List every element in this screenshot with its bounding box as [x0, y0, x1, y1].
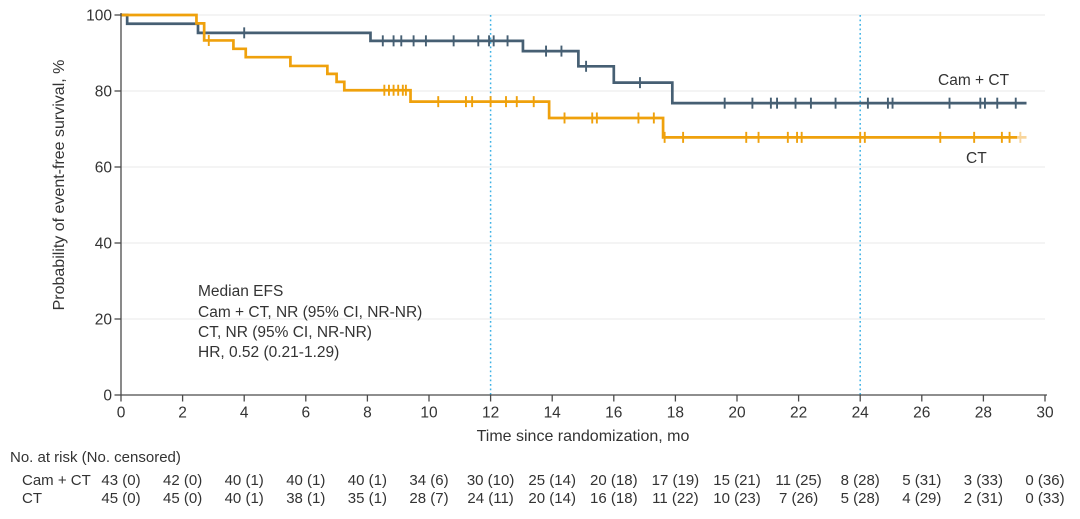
risk-cell: 40 (1) [286, 472, 326, 489]
y-tick-label-40: 40 [95, 236, 113, 253]
risk-cell: 35 (1) [347, 490, 387, 507]
risk-cell: 25 (14) [528, 472, 576, 489]
y-axis-title: Probability of event-free survival, % [51, 60, 68, 311]
risk-cell: 43 (0) [101, 472, 141, 489]
risk-cell: 45 (0) [101, 490, 141, 507]
annotation-line-ct: CT, NR (95% CI, NR-NR) [198, 324, 372, 341]
risk-cell: 15 (21) [713, 472, 761, 489]
risk-cell: 24 (11) [467, 490, 514, 507]
ct-curve-label: CT [966, 150, 987, 167]
y-tick-label-0: 0 [103, 388, 112, 405]
risk-cell: 2 (31) [963, 490, 1003, 507]
annotation-line-hr: HR, 0.52 (0.21-1.29) [198, 344, 339, 361]
camct-curve [121, 13, 1027, 105]
risk-cell: 20 (18) [590, 472, 638, 489]
risk-cell: 40 (1) [224, 472, 264, 489]
annotation-line-camct: Cam + CT, NR (95% CI, NR-NR) [198, 304, 422, 321]
risk-cell: 0 (33) [1025, 490, 1065, 507]
y-tick-label-100: 100 [86, 8, 112, 25]
x-tick-label-0: 0 [117, 405, 126, 422]
risk-cell: 30 (10) [466, 472, 515, 489]
risk-cell: 3 (33) [963, 472, 1003, 489]
x-tick-label-20: 20 [728, 405, 746, 422]
ct-curve [121, 13, 1018, 139]
risk-cell: 8 (28) [840, 472, 880, 489]
y-tick-label-20: 20 [95, 312, 113, 329]
risk-cell: 38 (1) [286, 490, 326, 507]
risk-cell: 4 (29) [902, 490, 942, 507]
risk-cell: 10 (23) [713, 490, 761, 507]
risk-cell: 11 (22) [652, 490, 699, 507]
risk-cell: 40 (1) [347, 472, 387, 489]
x-tick-label-2: 2 [178, 405, 187, 422]
risk-cell: 34 (6) [409, 472, 449, 489]
camct-curve-label: Cam + CT [938, 72, 1010, 89]
y-tick-label-80: 80 [95, 84, 113, 101]
x-tick-label-28: 28 [975, 405, 992, 422]
risk-cell: 17 (19) [651, 472, 700, 489]
risk-cell: 16 (18) [590, 490, 638, 507]
risk-cell: 40 (1) [224, 490, 264, 507]
x-tick-label-14: 14 [544, 405, 562, 422]
annotation-line-median: Median EFS [198, 283, 283, 300]
risk-cell: 7 (26) [779, 490, 819, 507]
survival-curves [121, 13, 1027, 143]
x-tick-label-12: 12 [482, 405, 499, 422]
risk-row-label-camct: Cam + CT [22, 472, 91, 489]
risk-cell: 0 (36) [1025, 472, 1065, 489]
risk-cell: 5 (31) [902, 472, 942, 489]
risk-cell: 42 (0) [163, 472, 203, 489]
risk-row-label-ct: CT [22, 490, 42, 507]
x-tick-label-24: 24 [852, 405, 870, 422]
x-tick-label-22: 22 [790, 405, 807, 422]
x-tick-label-4: 4 [240, 405, 249, 422]
median-efs-annotation: Median EFS Cam + CT, NR (95% CI, NR-NR) … [198, 283, 422, 361]
risk-cell: 20 (14) [528, 490, 576, 507]
x-tick-label-8: 8 [363, 405, 372, 422]
reference-lines [489, 15, 861, 395]
x-axis-title: Time since randomization, mo [477, 428, 690, 445]
x-tick-label-10: 10 [420, 405, 438, 422]
x-tick-label-16: 16 [605, 405, 622, 422]
axes [114, 13, 1047, 402]
risk-cell: 45 (0) [163, 490, 203, 507]
x-tick-label-18: 18 [667, 405, 684, 422]
x-tick-label-6: 6 [301, 405, 310, 422]
x-tick-label-26: 26 [913, 405, 930, 422]
risk-cell: 5 (28) [840, 490, 880, 507]
y-tick-label-60: 60 [95, 160, 113, 177]
x-tick-label-30: 30 [1036, 405, 1054, 422]
gridlines [121, 14, 1045, 320]
risk-cell: 11 (25) [775, 472, 822, 489]
risk-cell: 28 (7) [409, 490, 449, 507]
